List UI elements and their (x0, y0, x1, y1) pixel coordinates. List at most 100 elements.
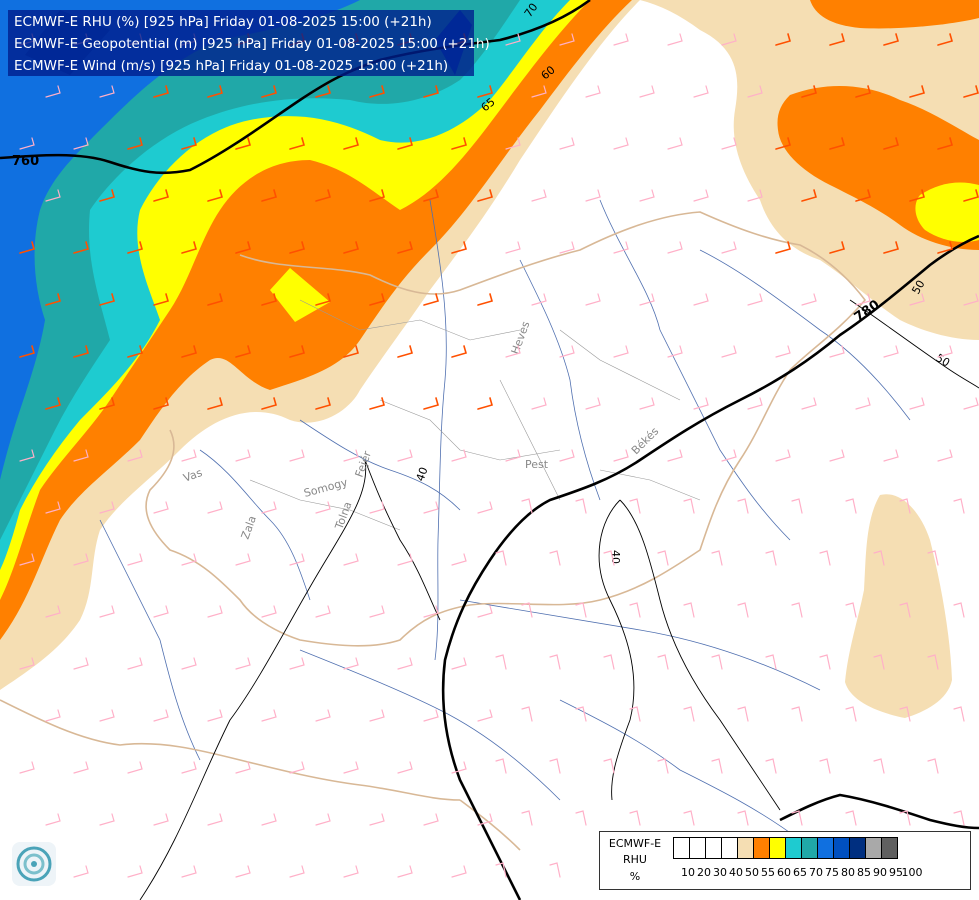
wind-barb (99, 605, 115, 618)
wind-barb (693, 397, 709, 410)
wind-barb (181, 657, 197, 670)
wind-barb (819, 654, 831, 670)
wind-barb (531, 293, 547, 306)
wind-barb (639, 85, 655, 98)
wind-barb (235, 137, 251, 150)
wind-barb (855, 293, 871, 306)
wind-barb (505, 345, 521, 358)
wind-barb (289, 865, 305, 878)
wind-barb (235, 345, 251, 358)
legend-tick-label: 20 (697, 866, 711, 879)
wind-barb (99, 293, 115, 306)
wind-barb (963, 189, 979, 202)
wind-barb (531, 85, 547, 98)
wind-barb (521, 706, 533, 722)
wind-barb (423, 605, 439, 618)
wind-barb (883, 449, 899, 462)
wind-barb (629, 498, 641, 514)
wind-barb (927, 550, 939, 566)
wind-barb (667, 449, 683, 462)
wind-barb (315, 85, 331, 98)
legend-swatch (737, 837, 754, 859)
legend-title-model: ECMWF-E (608, 837, 662, 850)
wind-barb (613, 137, 629, 150)
wind-barb (791, 498, 803, 514)
wind-barb (575, 810, 587, 826)
wind-barb (181, 241, 197, 254)
wind-barb (397, 657, 413, 670)
contour-label-50-b: 50 (934, 351, 953, 369)
wind-barb (575, 602, 587, 618)
wind-barb (559, 33, 575, 46)
wind-barb (683, 602, 695, 618)
legend-tick-label: 30 (713, 866, 727, 879)
legend-tick-label: 85 (857, 866, 871, 879)
wind-barb (207, 293, 223, 306)
wind-barb (397, 761, 413, 774)
wind-barb (549, 654, 561, 670)
rhu-band-75 (0, 0, 360, 480)
wind-barb (19, 137, 35, 150)
wind-barb (45, 501, 61, 514)
legend-swatch (849, 837, 866, 859)
wind-barb (711, 654, 723, 670)
wind-barb (909, 293, 925, 306)
wind-barb (289, 449, 305, 462)
wind-barb (521, 602, 533, 618)
wind-barb (261, 189, 277, 202)
legend-swatch (705, 837, 722, 859)
rhu-legend: ECMWF-E RHU % 10 20 30 40 50 55 60 65 70 75 80 85 90… (599, 831, 971, 890)
wind-barb (927, 654, 939, 670)
wind-barb (477, 813, 493, 826)
wind-barb (153, 293, 169, 306)
legend-tick-label: 55 (761, 866, 775, 879)
wind-barb (235, 865, 251, 878)
wind-barb (153, 189, 169, 202)
wind-barb (873, 758, 885, 774)
wind-barb (181, 865, 197, 878)
wind-barb (451, 345, 467, 358)
wind-barb (369, 605, 385, 618)
wind-barb (613, 449, 629, 462)
wind-barb (343, 657, 359, 670)
wind-barb (315, 397, 331, 410)
wind-barb (235, 241, 251, 254)
wind-barb (747, 189, 763, 202)
wind-barb (451, 241, 467, 254)
wind-barb (521, 498, 533, 514)
wind-barb (657, 758, 669, 774)
wind-barb (639, 189, 655, 202)
wind-barb (585, 293, 601, 306)
wind-barb (765, 550, 777, 566)
wind-barb (855, 397, 871, 410)
wind-barb (747, 397, 763, 410)
wind-barb (369, 189, 385, 202)
wind-barb (855, 189, 871, 202)
wind-barb (693, 189, 709, 202)
wind-barb (127, 137, 143, 150)
wind-barb (397, 449, 413, 462)
legend-swatch (865, 837, 882, 859)
wind-barb (909, 397, 925, 410)
wind-barb (343, 761, 359, 774)
wind-barb (45, 709, 61, 722)
wind-barb (99, 709, 115, 722)
legend-swatch (753, 837, 770, 859)
wind-barb (845, 810, 857, 826)
borders (0, 211, 867, 851)
wind-barb (937, 33, 953, 46)
wind-barb (73, 345, 89, 358)
wind-barb (521, 810, 533, 826)
wind-barb (953, 810, 965, 826)
legend-swatch (801, 837, 818, 859)
wind-barb (127, 553, 143, 566)
wind-barb (585, 397, 601, 410)
wind-barb (181, 553, 197, 566)
wind-barb (397, 345, 413, 358)
wind-barb (737, 498, 749, 514)
legend-tick-label: 80 (841, 866, 855, 879)
wind-barb (937, 241, 953, 254)
wind-barb (423, 813, 439, 826)
wind-barb (559, 345, 575, 358)
